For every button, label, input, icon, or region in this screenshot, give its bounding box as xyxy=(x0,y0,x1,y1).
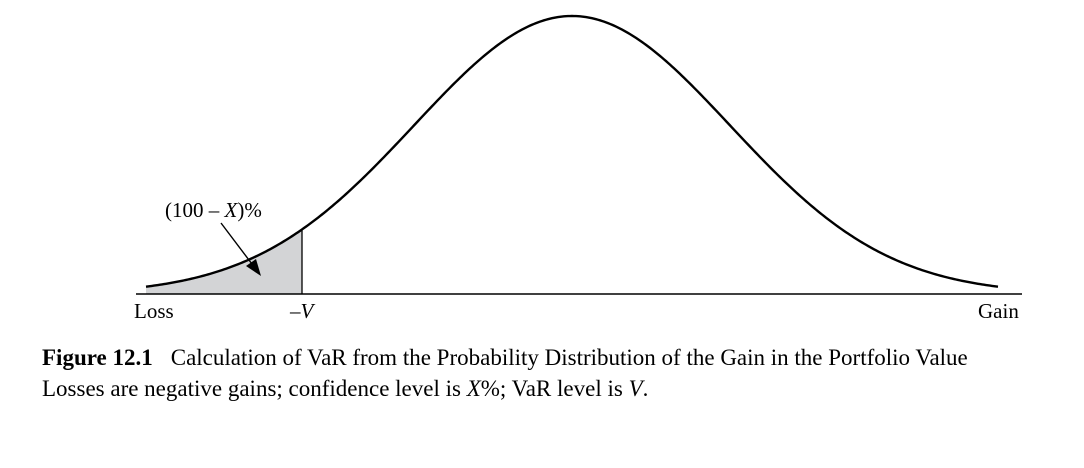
loss-axis-label: Loss xyxy=(134,299,174,323)
tail-pointer-arrowhead xyxy=(246,259,261,276)
figure-caption: Figure 12.1 Calculation of VaR from the P… xyxy=(42,342,1062,404)
probability-density-curve xyxy=(145,14,999,288)
figure-note: Losses are negative gains; confidence le… xyxy=(42,376,649,401)
shaded-tail-area xyxy=(146,229,302,294)
tail-probability-label: (100 – X)% xyxy=(165,198,262,222)
var-distribution-diagram: (100 – X)% Loss –V Gain xyxy=(134,14,1022,323)
var-axis-marker: –V xyxy=(289,299,316,323)
figure-title: Calculation of VaR from the Probability … xyxy=(170,345,968,370)
tail-pointer-arrow-shaft xyxy=(220,222,256,269)
figure-number: Figure 12.1 xyxy=(42,345,153,370)
gain-axis-label: Gain xyxy=(978,299,1019,323)
